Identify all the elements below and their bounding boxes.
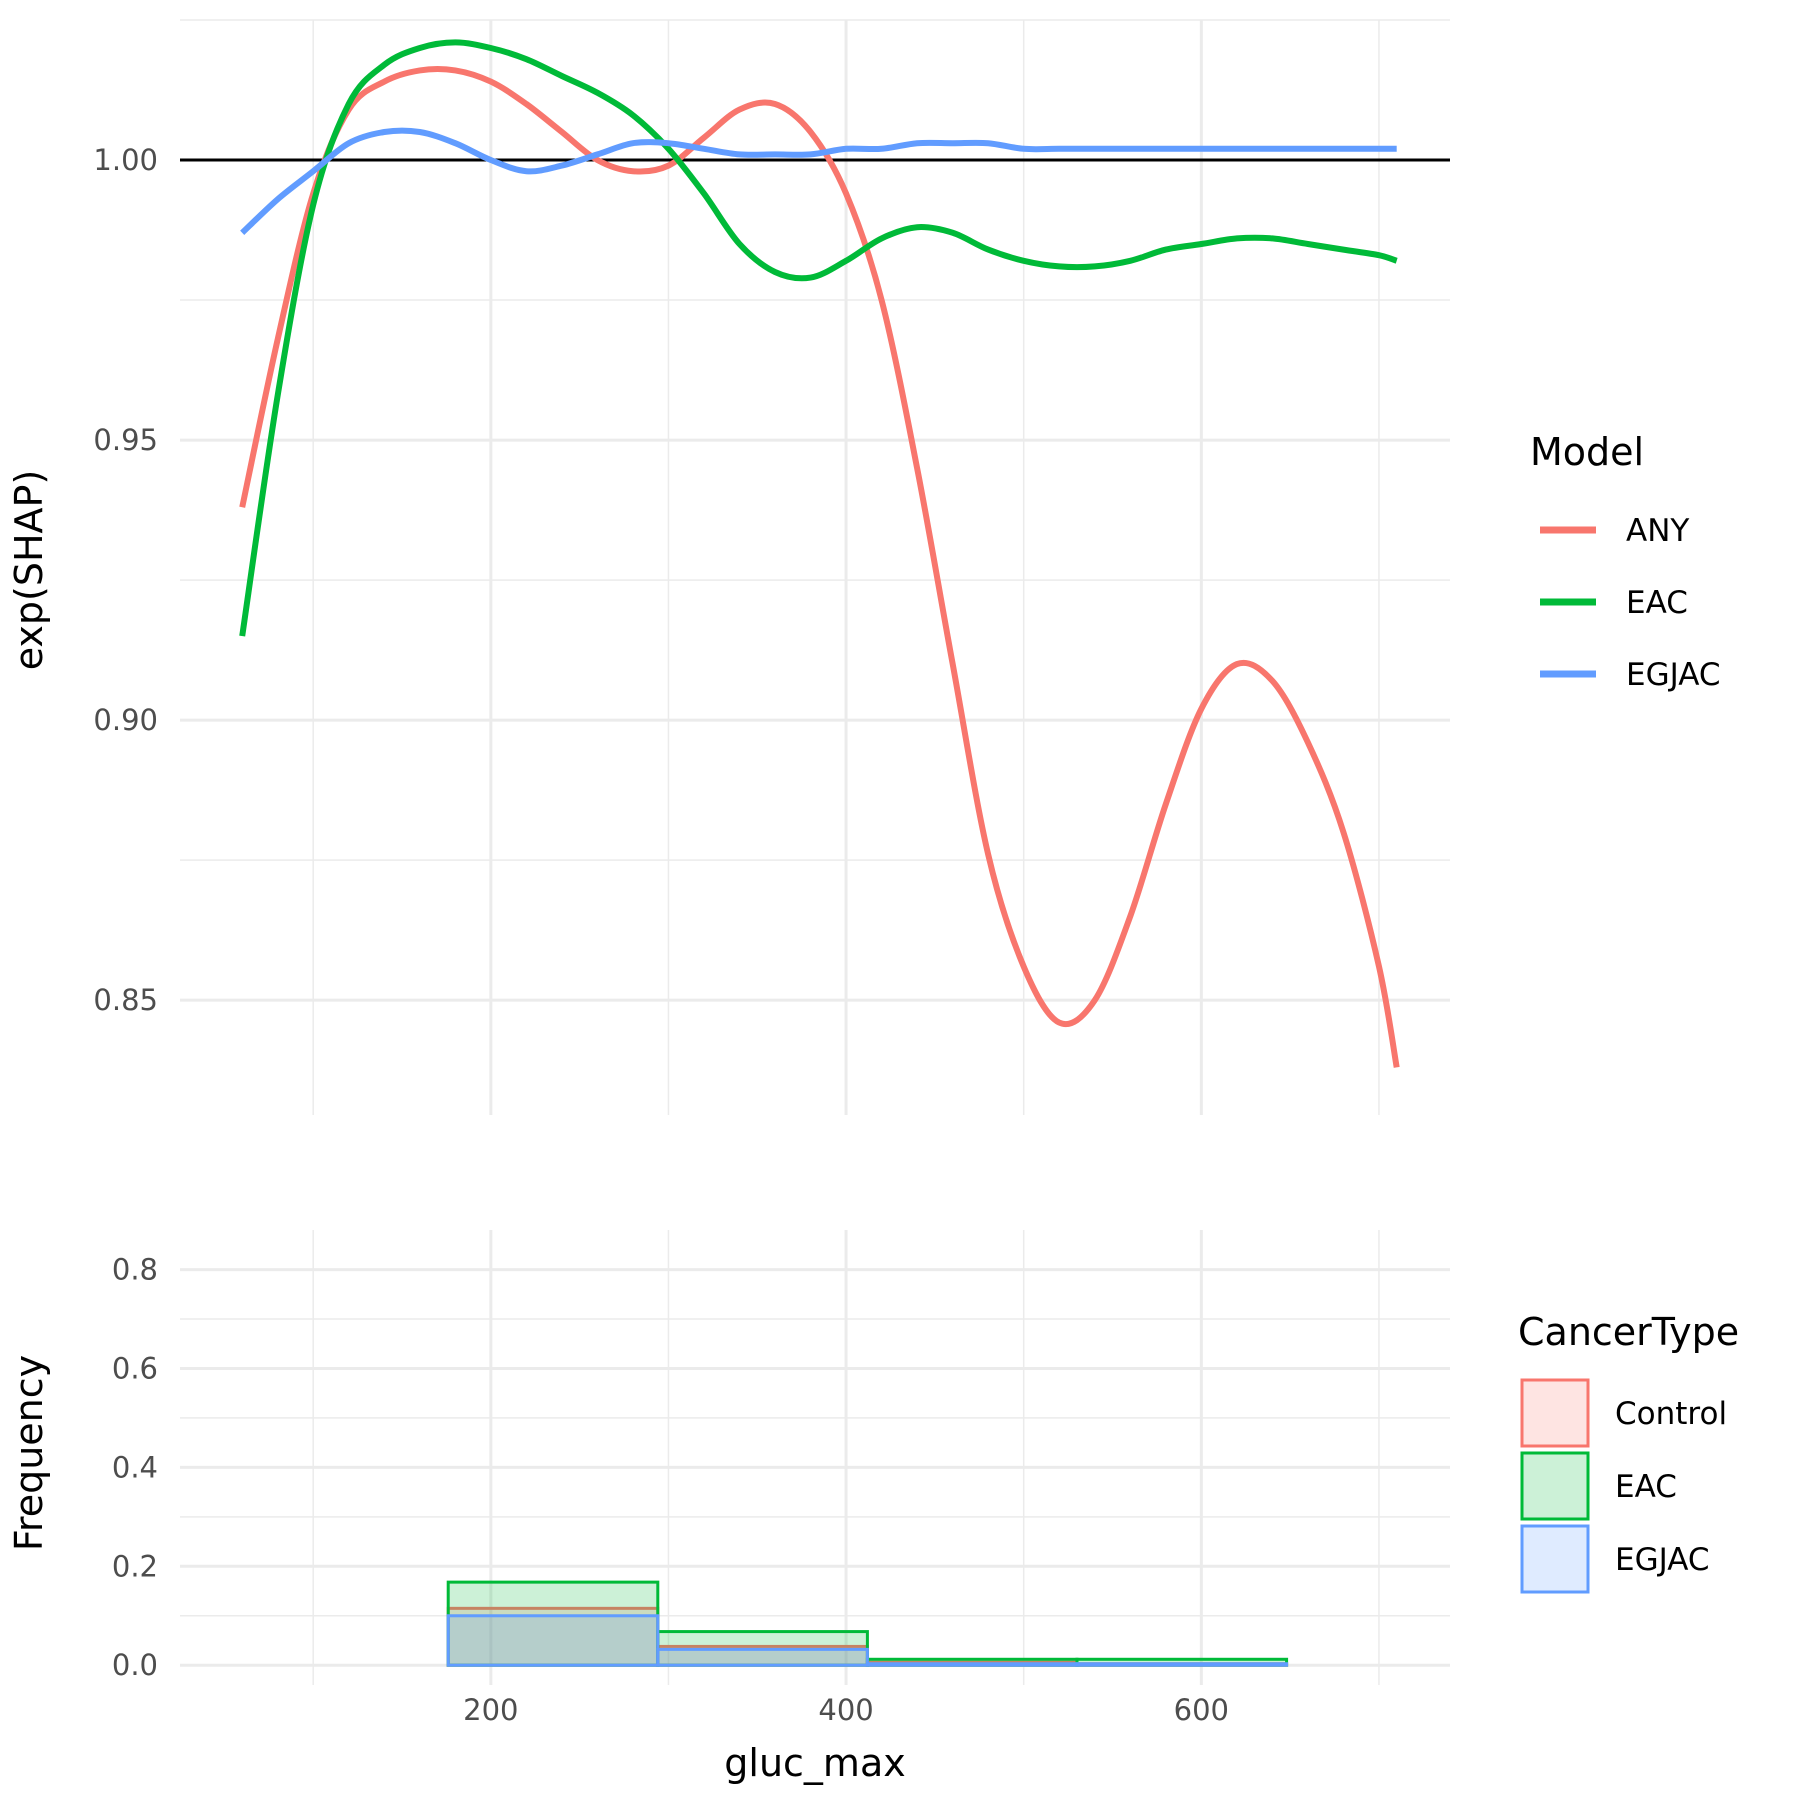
bottom-y-tick-label: 0.0 bbox=[112, 1648, 158, 1682]
histogram-bar-egjac bbox=[446, 1614, 660, 1667]
bottom-x-tick-labels: 200 400 600 bbox=[463, 1693, 1229, 1727]
bottom-x-tick-label: 600 bbox=[1174, 1693, 1229, 1727]
top-series-lines bbox=[239, 39, 1400, 1068]
legend-label-any: ANY bbox=[1626, 513, 1689, 549]
legend-label-eac: EAC bbox=[1615, 1469, 1677, 1505]
cancertype-legend: CancerType Control EAC EGJAC bbox=[1518, 1310, 1739, 1594]
top-y-tick-label: 0.90 bbox=[93, 703, 158, 737]
histogram-bar-egjac bbox=[865, 1662, 1079, 1667]
bottom-y-tick-label: 0.4 bbox=[112, 1450, 158, 1484]
frequency-histogram-panel: 0.0 0.2 0.4 0.6 0.8 200 400 600 Frequency gluc… bbox=[7, 1230, 1450, 1785]
top-y-tick-labels: 0.85 0.90 0.95 1.00 bbox=[93, 143, 158, 1017]
bottom-y-tick-labels: 0.0 0.2 0.4 0.6 0.8 bbox=[112, 1253, 158, 1683]
legend-swatch-eac bbox=[1520, 1451, 1590, 1521]
cancertype-legend-items: Control EAC EGJAC bbox=[1520, 1378, 1727, 1594]
legend-label-egjac: EGJAC bbox=[1626, 657, 1721, 693]
bottom-y-tick-label: 0.2 bbox=[112, 1549, 158, 1583]
bottom-y-tick-label: 0.6 bbox=[112, 1351, 158, 1385]
model-legend-items: ANY EAC EGJAC bbox=[1540, 513, 1721, 693]
series-line-eac bbox=[239, 39, 1398, 637]
series-line-any bbox=[239, 65, 1400, 1068]
bottom-x-tick-label: 400 bbox=[818, 1693, 873, 1727]
shap-line-panel: 0.85 0.90 0.95 1.00 exp(SHAP) bbox=[7, 19, 1450, 1115]
legend-swatch-control bbox=[1520, 1378, 1590, 1448]
top-y-axis-title: exp(SHAP) bbox=[7, 470, 51, 671]
histogram-bar-egjac bbox=[656, 1647, 869, 1667]
top-y-tick-label: 0.95 bbox=[93, 423, 158, 457]
histogram-bars bbox=[446, 1580, 1289, 1667]
legend-label-control: Control bbox=[1615, 1396, 1727, 1432]
top-y-tick-label: 1.00 bbox=[93, 143, 158, 177]
top-y-tick-label: 0.85 bbox=[93, 983, 158, 1017]
model-legend-title: Model bbox=[1530, 430, 1644, 474]
legend-label-eac: EAC bbox=[1626, 585, 1688, 621]
histogram-bar-eac bbox=[446, 1580, 660, 1667]
bottom-x-tick-label: 200 bbox=[463, 1693, 518, 1727]
legend-swatch-egjac bbox=[1520, 1524, 1590, 1594]
histogram-bar-egjac bbox=[1075, 1662, 1289, 1667]
series-line-egjac bbox=[240, 127, 1397, 235]
bottom-y-tick-label: 0.8 bbox=[112, 1253, 158, 1287]
legend-label-egjac: EGJAC bbox=[1615, 1542, 1710, 1578]
model-legend: Model ANY EAC EGJAC bbox=[1530, 430, 1721, 693]
cancertype-legend-title: CancerType bbox=[1518, 1310, 1739, 1354]
bottom-x-axis-title: gluc_max bbox=[724, 1741, 905, 1785]
bottom-y-axis-title: Frequency bbox=[7, 1355, 51, 1551]
